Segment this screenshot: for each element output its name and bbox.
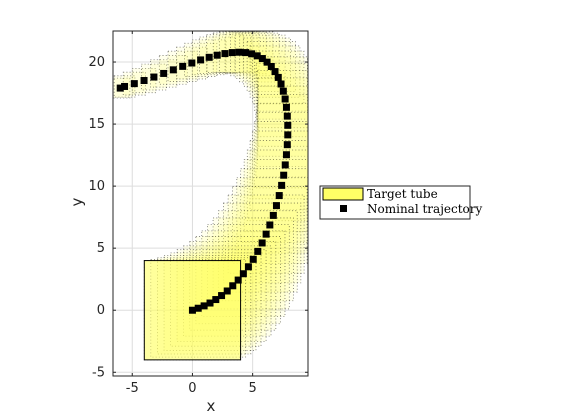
- trajectory-point: [279, 87, 287, 95]
- trajectory-point: [235, 48, 243, 56]
- trajectory-point: [234, 276, 242, 284]
- trajectory-point: [228, 49, 236, 57]
- trajectory-point: [239, 270, 247, 278]
- trajectory-point: [282, 151, 290, 159]
- trajectory-point: [278, 181, 286, 189]
- trajectory-point: [140, 77, 148, 85]
- legend-swatch-target-tube: [322, 187, 364, 201]
- trajectory-point: [266, 221, 274, 229]
- trajectory-point: [206, 299, 214, 307]
- trajectory-point: [197, 56, 205, 64]
- trajectory-point: [271, 68, 279, 76]
- y-tick-label: 20: [88, 55, 105, 70]
- axis-ticks: -5 0 5 -5 0 5 10 15 20: [88, 31, 308, 396]
- axes-box: [112, 30, 309, 377]
- x-tick-label: -5: [126, 381, 139, 396]
- x-axis-label: x: [207, 397, 216, 415]
- trajectory-point: [188, 59, 196, 67]
- trajectory-point: [121, 82, 129, 90]
- trajectory-point: [188, 306, 196, 314]
- trajectory-point: [218, 292, 226, 300]
- legend-label-target-tube: Target tube: [367, 187, 438, 201]
- trajectory-point: [283, 112, 291, 120]
- trajectory-point: [249, 255, 257, 263]
- y-tick-label: 15: [88, 117, 105, 132]
- trajectory-point: [200, 302, 208, 310]
- trajectory-point: [194, 304, 202, 312]
- trajectory-point: [179, 62, 187, 70]
- y-tick-label: -5: [92, 365, 105, 380]
- trajectory-point: [281, 161, 289, 169]
- x-tick-label: 5: [248, 381, 256, 396]
- trajectory-point: [282, 103, 290, 111]
- x-tick-label: 0: [188, 381, 196, 396]
- trajectory-point: [258, 55, 266, 63]
- trajectory-point: [262, 230, 270, 238]
- y-tick-label: 10: [88, 179, 105, 194]
- grid-lines: [113, 31, 308, 376]
- trajectory-point: [213, 51, 221, 59]
- trajectory-point: [275, 192, 283, 200]
- trajectory-point: [242, 49, 250, 57]
- trajectory-point: [284, 131, 292, 139]
- trajectory-point: [248, 50, 256, 58]
- trajectory-point: [205, 53, 213, 61]
- trajectory-point: [253, 52, 261, 60]
- trajectory-point: [150, 73, 158, 81]
- trajectory-point: [169, 66, 177, 74]
- tube-set: [257, 94, 308, 157]
- trajectory-point: [244, 263, 252, 271]
- trajectory-point: [269, 211, 277, 219]
- trajectory-point: [274, 73, 282, 81]
- tube-set: [256, 102, 308, 167]
- trajectory-point: [221, 50, 229, 58]
- y-tick-label: 5: [97, 241, 105, 256]
- trajectory-point: [277, 80, 285, 88]
- trajectory-point: [254, 247, 262, 255]
- trajectory-point: [272, 202, 280, 210]
- y-axis-label: y: [68, 197, 86, 206]
- legend-label-nominal-trajectory: Nominal trajectory: [367, 202, 483, 216]
- trajectory-point: [160, 69, 168, 77]
- y-tick-label: 0: [97, 303, 105, 318]
- legend: Target tube Nominal trajectory: [319, 185, 483, 220]
- nominal-trajectory-series: [116, 48, 292, 314]
- trajectory-point: [212, 296, 220, 304]
- trajectory-point: [267, 62, 275, 70]
- trajectory-point: [258, 239, 266, 247]
- trajectory-point: [130, 80, 138, 88]
- legend-marker-nominal-trajectory: [340, 205, 347, 212]
- trajectory-point: [281, 95, 289, 103]
- trajectory-point: [284, 121, 292, 129]
- trajectory-point: [263, 58, 271, 66]
- trajectory-point: [223, 287, 231, 295]
- trajectory-point: [116, 84, 124, 92]
- trajectory-point: [229, 282, 237, 290]
- trajectory-point: [283, 141, 291, 149]
- trajectory-point: [280, 171, 288, 179]
